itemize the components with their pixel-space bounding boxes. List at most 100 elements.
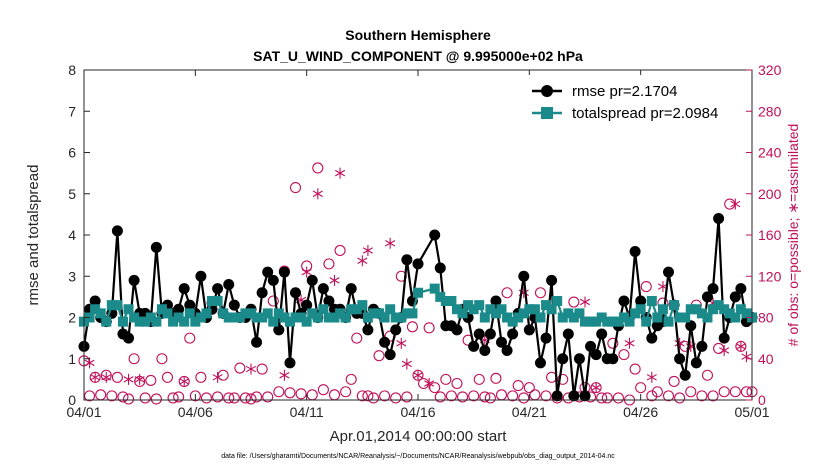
spread-point bbox=[95, 308, 106, 319]
assimilated-obs-marker bbox=[245, 363, 257, 375]
rmse-point bbox=[256, 287, 268, 299]
rmse-point bbox=[557, 353, 569, 365]
spread-point bbox=[251, 312, 262, 323]
spread-point bbox=[112, 300, 123, 311]
y-right-tick-label: 280 bbox=[758, 103, 782, 119]
spread-point bbox=[246, 308, 256, 319]
possible-obs-marker bbox=[234, 362, 246, 374]
assimilated-obs-marker bbox=[362, 244, 373, 256]
possible-obs-marker bbox=[340, 386, 352, 398]
y-tick-label: 3 bbox=[68, 268, 76, 284]
spread-point bbox=[618, 312, 629, 323]
x-tick-label: 04/16 bbox=[400, 404, 435, 420]
possible-obs-marker bbox=[668, 375, 680, 387]
assimilated-obs-marker bbox=[730, 198, 741, 210]
possible-obs-marker bbox=[122, 393, 135, 405]
assimilated-obs-marker bbox=[212, 371, 223, 383]
rmse-point bbox=[540, 332, 552, 344]
rmse-point bbox=[267, 274, 279, 286]
rmse-point bbox=[273, 324, 285, 336]
possible-obs-marker bbox=[612, 392, 624, 404]
spread-point bbox=[490, 308, 501, 319]
rmse-point bbox=[317, 283, 329, 295]
spread-point bbox=[502, 312, 513, 323]
spread-point bbox=[279, 312, 290, 323]
rmse-point bbox=[551, 390, 563, 402]
possible-obs-marker bbox=[568, 296, 580, 308]
possible-obs-marker bbox=[356, 390, 368, 402]
possible-obs-marker bbox=[501, 287, 513, 299]
possible-obs-marker bbox=[596, 392, 608, 404]
possible-obs-marker bbox=[317, 384, 329, 396]
rmse-point bbox=[184, 299, 196, 311]
assimilated-obs-marker bbox=[357, 255, 368, 267]
spread-point bbox=[106, 300, 117, 311]
spread-point bbox=[257, 312, 268, 323]
possible-obs-marker bbox=[607, 337, 619, 349]
rmse-point bbox=[306, 274, 318, 286]
possible-obs-marker bbox=[351, 332, 363, 344]
y-right-tick-label: 160 bbox=[758, 227, 782, 243]
possible-obs-marker bbox=[434, 391, 446, 403]
spread-point bbox=[646, 296, 657, 306]
possible-obs-marker bbox=[473, 373, 485, 385]
possible-obs-marker bbox=[601, 392, 613, 404]
y-axis-label: rmse and totalspread bbox=[25, 165, 42, 306]
possible-obs-marker bbox=[440, 373, 452, 385]
rmse-point bbox=[596, 328, 608, 340]
spread-point bbox=[301, 316, 312, 327]
spread-point bbox=[696, 308, 707, 319]
rmse-point bbox=[523, 324, 535, 336]
assimilated-obs-marker bbox=[123, 373, 134, 385]
spread-point bbox=[641, 316, 652, 327]
legend-spread-marker bbox=[541, 107, 553, 119]
rmse-point bbox=[401, 254, 413, 266]
possible-obs-marker bbox=[651, 386, 663, 398]
rmse-point bbox=[674, 353, 686, 365]
spread-point bbox=[90, 304, 101, 315]
possible-obs-marker bbox=[106, 390, 118, 402]
spread-point bbox=[724, 308, 735, 319]
rmse-point bbox=[518, 270, 530, 282]
spread-point bbox=[563, 308, 574, 319]
spread-point bbox=[485, 304, 496, 315]
spread-point bbox=[129, 312, 140, 323]
rmse-point bbox=[473, 328, 485, 340]
possible-obs-marker bbox=[490, 372, 502, 384]
y-right-tick-label: 80 bbox=[758, 310, 774, 326]
spread-point bbox=[323, 312, 334, 323]
assimilated-obs-marker bbox=[674, 337, 685, 349]
rmse-point bbox=[635, 295, 647, 307]
spread-point bbox=[234, 312, 245, 323]
y-right-tick-label: 320 bbox=[758, 62, 782, 78]
possible-obs-marker bbox=[512, 380, 524, 392]
x-tick-label: 04/21 bbox=[512, 404, 547, 420]
spread-point bbox=[123, 304, 134, 315]
rmse-point bbox=[89, 295, 101, 307]
spread-point bbox=[268, 316, 279, 327]
possible-obs-marker bbox=[640, 281, 652, 293]
possible-obs-marker bbox=[713, 342, 725, 354]
possible-obs-marker bbox=[534, 287, 547, 299]
possible-obs-marker bbox=[273, 386, 285, 398]
y-tick-label: 6 bbox=[68, 145, 76, 161]
rmse-point bbox=[690, 357, 702, 369]
legend-box bbox=[527, 75, 746, 127]
possible-obs-marker bbox=[289, 182, 302, 194]
rmse-point bbox=[284, 357, 296, 369]
spread-point bbox=[346, 304, 357, 315]
spread-point bbox=[513, 312, 524, 323]
spread-point bbox=[574, 308, 585, 319]
spread-point bbox=[568, 312, 579, 323]
spread-point bbox=[663, 316, 674, 327]
spread-point bbox=[401, 308, 412, 319]
spread-point bbox=[140, 316, 151, 327]
spread-point bbox=[396, 312, 407, 323]
rmse-point bbox=[629, 246, 641, 257]
spread-point bbox=[201, 308, 212, 319]
possible-obs-marker bbox=[367, 392, 380, 404]
possible-obs-marker bbox=[295, 388, 307, 400]
possible-obs-marker bbox=[484, 392, 496, 404]
rmse-point bbox=[379, 336, 391, 348]
rmse-point bbox=[323, 295, 335, 307]
